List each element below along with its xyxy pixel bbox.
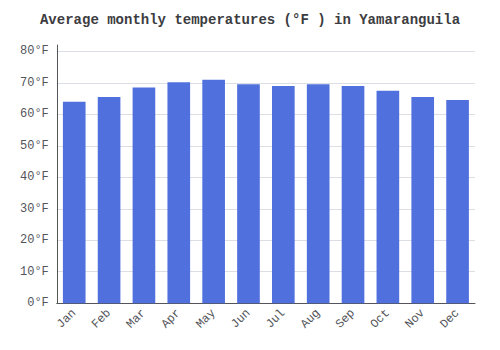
svg-text:30°F: 30°F	[20, 202, 49, 216]
svg-text:80°F: 80°F	[20, 44, 49, 58]
svg-text:May: May	[193, 306, 218, 331]
svg-text:Jul: Jul	[263, 306, 288, 331]
svg-text:0°F: 0°F	[27, 296, 49, 310]
svg-text:Mar: Mar	[124, 306, 149, 331]
svg-text:Apr: Apr	[159, 306, 184, 331]
svg-text:Feb: Feb	[89, 306, 114, 331]
svg-text:Nov: Nov	[403, 306, 428, 331]
svg-text:Aug: Aug	[298, 306, 323, 331]
svg-text:10°F: 10°F	[20, 265, 49, 279]
svg-text:40°F: 40°F	[20, 170, 49, 184]
svg-text:Average monthly temperatures (: Average monthly temperatures (°F ) in Ya…	[40, 12, 461, 28]
svg-text:Jun: Jun	[228, 306, 253, 331]
svg-text:Sep: Sep	[333, 306, 358, 331]
svg-text:Jan: Jan	[54, 306, 79, 331]
svg-text:70°F: 70°F	[20, 76, 49, 90]
svg-text:20°F: 20°F	[20, 233, 49, 247]
svg-text:60°F: 60°F	[20, 107, 49, 121]
svg-text:Oct: Oct	[368, 306, 393, 331]
svg-text:50°F: 50°F	[20, 139, 49, 153]
svg-text:Dec: Dec	[437, 306, 462, 331]
